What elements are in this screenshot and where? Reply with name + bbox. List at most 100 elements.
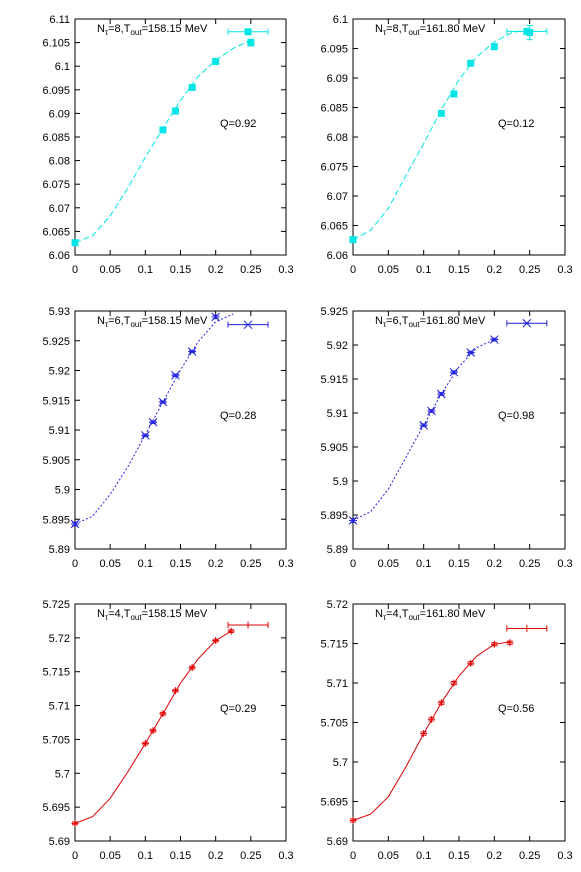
x-tick-label: 0.05 [99,264,120,276]
y-tick-label: 5.925 [320,306,348,318]
y-tick-label: 6.075 [42,179,70,191]
fit-curve [352,29,530,241]
y-tick-label: 5.9 [55,485,70,497]
x-tick-label: 0.25 [519,264,540,276]
data-point [450,90,458,98]
data-point [437,109,445,117]
x-tick-label: 0.05 [378,264,399,276]
y-tick-label: 5.705 [320,718,348,730]
data-point [349,236,357,244]
y-tick-label: 5.915 [320,374,348,386]
legend-marker [244,28,252,36]
data-point [188,83,196,91]
y-tick-label: 6.065 [320,221,348,233]
fit-curve [74,630,232,824]
x-tick-label: 0.05 [378,850,399,862]
y-tick-label: 5.895 [42,514,70,526]
data-point [140,431,150,440]
data-point [188,664,196,672]
legend-marker [522,318,532,328]
data-point [212,637,220,645]
data-point [436,389,446,399]
x-tick-label: 0.1 [138,264,153,276]
x-tick-label: 0.05 [378,558,399,570]
x-tick-label: 0.15 [448,558,469,570]
x-tick-label: 0.3 [557,264,572,276]
x-tick-label: 0 [350,558,356,570]
y-tick-label: 5.69 [327,836,348,848]
y-tick-label: 6.065 [42,226,70,238]
fit-curve [352,339,495,521]
x-tick-label: 0.25 [519,850,540,862]
series-label: Nτ=6,Tout=161.80 MeV [375,315,486,329]
y-tick-label: 6.09 [327,73,348,85]
data-point [490,43,498,51]
x-tick-label: 0.2 [208,850,223,862]
x-tick-label: 0.3 [278,264,293,276]
y-tick-label: 6.06 [327,250,348,262]
y-tick-label: 5.725 [42,599,70,611]
plot-frame [352,18,566,256]
data-point [171,107,179,115]
fit-curve [74,39,252,244]
y-tick-label: 5.715 [320,639,348,651]
data-point [349,816,357,824]
y-tick-label: 5.72 [49,633,70,645]
data-point [427,406,436,416]
y-tick-label: 6.07 [327,191,348,203]
y-tick-label: 5.9 [333,476,348,488]
y-tick-label: 6.105 [42,38,70,50]
legend-marker [523,27,531,35]
data-point [227,627,235,635]
y-tick-label: 5.91 [49,425,70,437]
y-tick-label: 6.08 [49,156,70,168]
chart-panel-3: 0 0.05 0.1 0.15 0.2 0.25 0.3 5.89 5.895 5.9 5.905 5… [42,306,293,570]
data-point [71,239,79,247]
y-tick-label: 5.905 [42,455,70,467]
data-point [212,57,220,65]
q-value-label: Q=0.56 [498,703,534,715]
plot-frame [74,603,287,842]
y-tick-label: 5.71 [49,701,70,713]
plot-frame [352,603,566,842]
y-tick-label: 5.915 [42,395,70,407]
data-point [437,699,445,707]
x-tick-label: 0 [350,850,356,862]
chart-panel-5: 0 0.05 0.1 0.15 0.2 0.25 0.3 5.69 5.695 5.7 5.705 5… [42,599,293,862]
x-tick-label: 0.1 [138,558,153,570]
x-tick-label: 0 [72,850,78,862]
x-tick-label: 0.3 [278,558,293,570]
data-point [450,679,458,687]
x-tick-label: 0.25 [519,558,540,570]
y-tick-label: 6.075 [320,162,348,174]
legend-marker [243,320,253,330]
y-tick-label: 6.09 [49,108,70,120]
y-tick-label: 5.925 [42,336,70,348]
y-tick-label: 5.715 [42,667,70,679]
chart-panel-4: 0 0.05 0.1 0.15 0.2 0.25 0.3 5.89 5.895 5.9 5.905 5… [320,306,572,570]
q-value-label: Q=0.92 [220,118,256,130]
x-tick-label: 0.2 [487,558,502,570]
y-tick-label: 6.095 [320,44,348,56]
legend-marker [244,621,252,629]
y-tick-label: 6.07 [49,203,70,215]
data-point [420,730,428,738]
y-tick-label: 5.92 [327,340,348,352]
x-tick-label: 0.3 [557,850,572,862]
y-tick-label: 5.93 [49,306,70,318]
data-point [467,59,475,67]
data-point [247,39,255,47]
y-tick-label: 6.085 [320,103,348,115]
data-point [506,639,514,647]
y-tick-label: 5.92 [49,366,70,378]
y-tick-label: 5.89 [49,544,70,556]
data-point [348,516,358,525]
y-tick-label: 5.695 [42,802,70,814]
series-label: Nτ=4,Tout=161.80 MeV [375,608,486,622]
y-tick-label: 5.695 [320,797,348,809]
x-tick-label: 0.05 [99,558,120,570]
x-tick-label: 0.15 [448,264,469,276]
plot-frame [74,310,287,550]
y-tick-label: 5.71 [327,678,348,690]
